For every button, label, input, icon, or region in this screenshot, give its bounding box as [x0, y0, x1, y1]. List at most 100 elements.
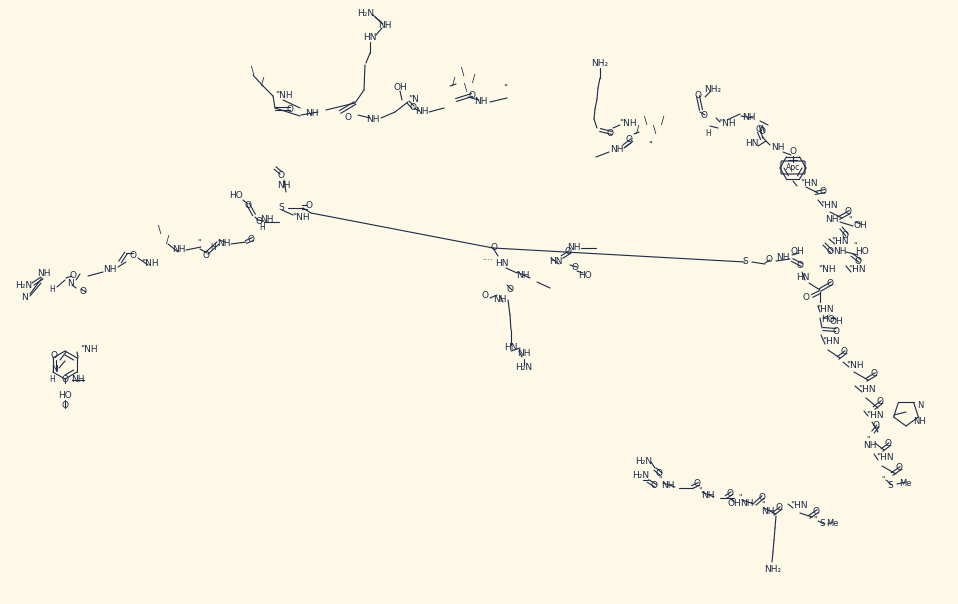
- Text: S: S: [887, 481, 893, 489]
- Text: O: O: [490, 243, 497, 252]
- Text: NH: NH: [567, 243, 581, 252]
- Text: ": ": [739, 493, 741, 503]
- Text: ": ": [762, 501, 764, 510]
- Text: "HN: "HN: [831, 237, 849, 246]
- Text: \: \: [653, 125, 656, 135]
- Text: \: \: [462, 67, 465, 77]
- Text: \: \: [158, 225, 162, 235]
- Text: "NH: "NH: [80, 344, 98, 353]
- Text: O: O: [759, 492, 765, 501]
- Text: O: O: [278, 170, 285, 179]
- Text: O: O: [345, 112, 352, 121]
- Text: "HN: "HN: [876, 454, 894, 463]
- Text: O: O: [726, 489, 734, 498]
- Text: O: O: [845, 208, 852, 216]
- Text: HN: HN: [504, 344, 517, 353]
- Text: NH₂: NH₂: [704, 85, 721, 94]
- Text: O: O: [572, 263, 579, 272]
- Text: NH: NH: [366, 115, 379, 123]
- Text: O: O: [819, 187, 827, 196]
- Text: O: O: [61, 376, 69, 385]
- Text: NH₂: NH₂: [591, 59, 608, 68]
- Text: "NH: "NH: [141, 260, 159, 269]
- Text: O: O: [202, 251, 210, 260]
- Text: NH: NH: [474, 97, 488, 106]
- Text: \: \: [251, 66, 255, 76]
- Text: O: O: [827, 248, 833, 257]
- Text: "NH: "NH: [846, 361, 863, 370]
- Text: /: /: [636, 125, 640, 135]
- Text: O: O: [247, 234, 255, 243]
- Text: O: O: [756, 126, 763, 135]
- Text: NH₂: NH₂: [764, 565, 782, 574]
- Text: NH: NH: [701, 492, 715, 501]
- Text: "HN: "HN: [858, 385, 876, 394]
- Text: ....: ....: [482, 254, 492, 263]
- Text: H₂N: H₂N: [15, 280, 33, 289]
- Text: O: O: [606, 129, 613, 138]
- Text: O: O: [700, 112, 708, 121]
- Text: OH: OH: [790, 248, 804, 257]
- Text: HN: HN: [495, 259, 509, 268]
- Text: HO: HO: [58, 391, 72, 399]
- Text: O: O: [507, 286, 513, 295]
- Text: HO: HO: [229, 191, 243, 201]
- Text: /: /: [472, 74, 475, 84]
- Text: O: O: [877, 397, 883, 406]
- Text: ": ": [698, 486, 702, 495]
- Text: \: \: [465, 83, 468, 93]
- Text: NH: NH: [610, 146, 624, 155]
- Text: NH: NH: [741, 498, 754, 507]
- Text: NH: NH: [825, 216, 839, 225]
- Text: NH: NH: [37, 269, 51, 278]
- Text: "HN: "HN: [822, 338, 839, 347]
- Text: O: O: [841, 231, 849, 240]
- Text: H: H: [705, 129, 711, 138]
- Text: O: O: [833, 327, 839, 336]
- Text: O: O: [256, 217, 262, 226]
- Text: H₂N: H₂N: [515, 362, 533, 371]
- Text: "HN: "HN: [820, 201, 837, 210]
- Text: H₂N: H₂N: [635, 457, 652, 466]
- Text: /: /: [167, 235, 170, 245]
- Text: ": ": [813, 515, 817, 524]
- Text: O: O: [871, 370, 878, 379]
- Text: S: S: [742, 257, 748, 266]
- Text: NH: NH: [277, 181, 290, 190]
- Text: O: O: [796, 260, 804, 269]
- Text: NH: NH: [516, 271, 530, 280]
- Text: O: O: [765, 254, 772, 263]
- Text: "HN: "HN: [848, 266, 866, 274]
- Text: O: O: [896, 463, 902, 472]
- Text: O: O: [650, 481, 657, 490]
- Text: ": ": [881, 475, 885, 484]
- Text: O: O: [759, 126, 765, 135]
- Text: HO: HO: [821, 315, 834, 324]
- Text: O: O: [482, 291, 489, 300]
- Text: NH: NH: [415, 108, 429, 117]
- Text: O: O: [655, 469, 663, 478]
- Text: NH: NH: [261, 214, 274, 223]
- Text: NH: NH: [517, 350, 531, 359]
- Text: HN: HN: [549, 257, 562, 266]
- Text: NH: NH: [833, 248, 847, 257]
- Text: OH: OH: [727, 498, 741, 507]
- Text: Me: Me: [826, 519, 838, 528]
- Text: N: N: [51, 365, 57, 374]
- Text: H: H: [49, 286, 55, 295]
- Text: O: O: [468, 91, 475, 100]
- Text: "HN: "HN: [790, 501, 808, 510]
- Text: "N: "N: [408, 95, 419, 104]
- Text: O: O: [840, 347, 848, 356]
- Text: "NH: "NH: [275, 91, 292, 100]
- Text: OH: OH: [393, 83, 407, 91]
- Text: HN: HN: [796, 274, 810, 283]
- Text: O: O: [80, 288, 86, 297]
- Text: N: N: [917, 402, 924, 411]
- Text: "HN: "HN: [866, 411, 883, 420]
- Text: NH: NH: [493, 295, 507, 304]
- Text: NH: NH: [306, 109, 319, 118]
- Text: O: O: [695, 91, 701, 100]
- Text: NH: NH: [742, 114, 756, 123]
- Text: N: N: [67, 280, 74, 289]
